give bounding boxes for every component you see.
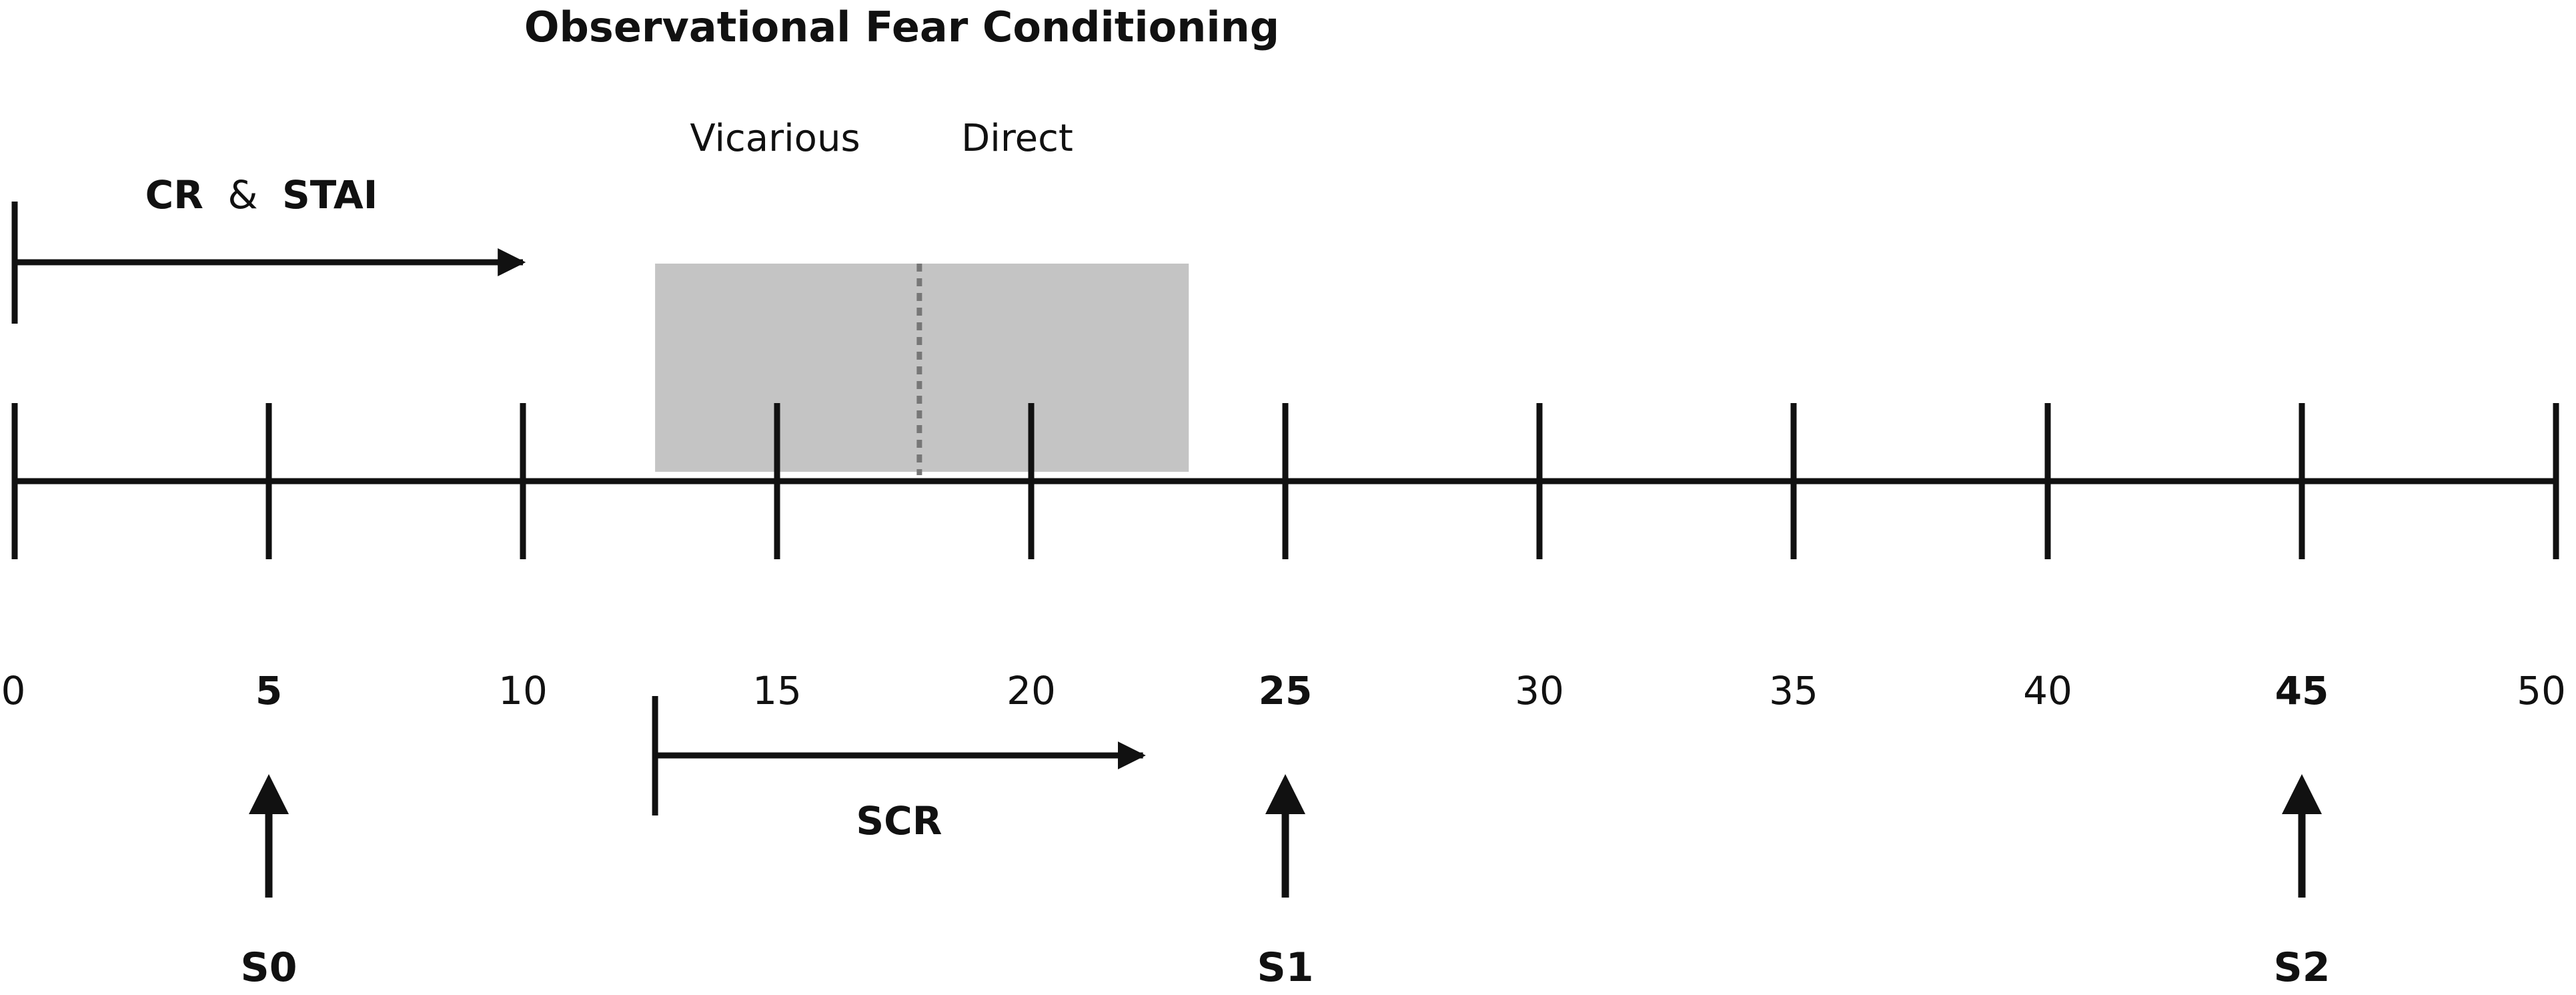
tick-label-25: 25 — [1259, 668, 1313, 713]
stai-label: STAI — [282, 172, 378, 218]
tick-label-15: 15 — [752, 668, 802, 713]
tick-label-20: 20 — [1007, 668, 1056, 713]
tick-label-0: 0 — [1, 668, 26, 713]
session-label-s0: S0 — [241, 944, 297, 991]
tick-label-45: 45 — [2275, 668, 2329, 713]
session-arrowhead-s2 — [2282, 774, 2322, 814]
tick-label-50: 50 — [2517, 668, 2566, 713]
session-markers: S0 S1 S2 — [241, 774, 2331, 991]
tick-label-35: 35 — [1769, 668, 1818, 713]
timeline-ticks — [11, 403, 2559, 559]
session-label-s2: S2 — [2274, 944, 2331, 991]
session-arrowhead-s1 — [1265, 774, 1305, 814]
scr-label: SCR — [856, 798, 942, 844]
cr-stai-label: CR & STAI — [145, 172, 378, 218]
tick-label-10: 10 — [498, 668, 548, 713]
session-label-s1: S1 — [1257, 944, 1314, 991]
tick-label-5: 5 — [255, 668, 282, 713]
phase-label-direct: Direct — [961, 117, 1073, 160]
session-arrowhead-s0 — [249, 774, 289, 814]
ampersand-label: & — [227, 172, 257, 218]
diagram-title: Observational Fear Conditioning — [524, 3, 1279, 51]
tick-label-40: 40 — [2023, 668, 2072, 713]
phase-label-vicarious: Vicarious — [690, 117, 860, 160]
timeline-tick-labels: 0 5 10 15 20 25 30 35 40 45 50 — [1, 668, 2566, 713]
tick-label-30: 30 — [1515, 668, 1564, 713]
cr-label: CR — [145, 172, 203, 218]
